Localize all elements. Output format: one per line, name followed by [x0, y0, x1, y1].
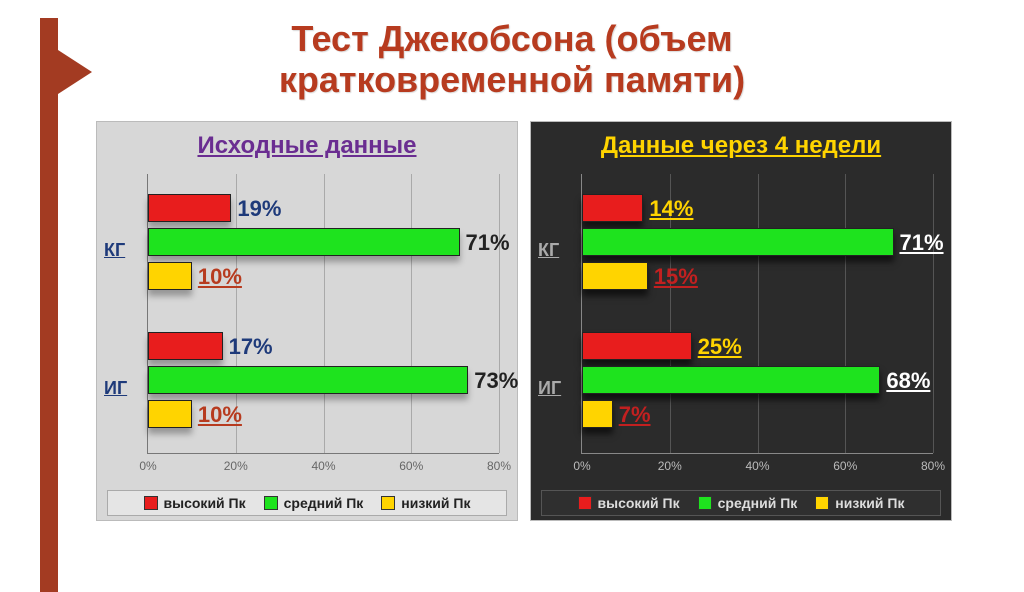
bar-value-label: 15% [654, 264, 698, 290]
x-tick: 60% [399, 459, 423, 473]
accent-bar [40, 18, 58, 592]
bar-value-label: 17% [229, 334, 273, 360]
bar-medium [582, 228, 894, 256]
bar-high [582, 332, 692, 360]
bar-value-label: 25% [698, 334, 742, 360]
legend-label: высокий Пк [598, 495, 680, 511]
x-tick: 80% [921, 459, 945, 473]
x-tick: 0% [573, 459, 590, 473]
legend-swatch-icon [264, 496, 278, 510]
legend-swatch-icon [578, 496, 592, 510]
bar-value-label: 73% [474, 368, 518, 394]
plot-area: 0%20%40%60%80%КГ14%71%15%ИГ25%68%7% [581, 174, 933, 454]
x-tick: 40% [311, 459, 335, 473]
legend-label: средний Пк [718, 495, 798, 511]
category-label: ИГ [104, 378, 127, 399]
category-label: КГ [104, 240, 125, 261]
legend-label: низкий Пк [835, 495, 904, 511]
bar-value-label: 10% [198, 402, 242, 428]
legend-label: высокий Пк [164, 495, 246, 511]
bar-value-label: 68% [886, 368, 930, 394]
category-label: ИГ [538, 378, 561, 399]
charts-row: Исходные данные0%20%40%60%80%КГ19%71%10%… [0, 121, 1024, 521]
legend-item-low: низкий Пк [381, 495, 470, 511]
gridline [933, 174, 934, 453]
title-line-2: кратковременной памяти) [279, 59, 745, 100]
chart-title: Данные через 4 недели [531, 122, 951, 160]
legend-item-low: низкий Пк [815, 495, 904, 511]
x-tick: 20% [224, 459, 248, 473]
legend-item-high: высокий Пк [144, 495, 246, 511]
x-tick: 20% [658, 459, 682, 473]
bar-high [148, 332, 223, 360]
legend-label: низкий Пк [401, 495, 470, 511]
category-group: КГ19%71%10% [148, 194, 499, 304]
x-tick: 0% [139, 459, 156, 473]
accent-triangle-icon [58, 50, 92, 94]
legend-swatch-icon [698, 496, 712, 510]
bar-low [582, 400, 613, 428]
bar-value-label: 71% [900, 230, 944, 256]
legend-item-medium: средний Пк [264, 495, 364, 511]
bar-value-label: 10% [198, 264, 242, 290]
x-tick: 80% [487, 459, 511, 473]
legend-swatch-icon [815, 496, 829, 510]
category-group: КГ14%71%15% [582, 194, 933, 304]
gridline [499, 174, 500, 453]
category-label: КГ [538, 240, 559, 261]
bar-low [148, 400, 192, 428]
legend-swatch-icon [144, 496, 158, 510]
x-tick: 40% [745, 459, 769, 473]
chart-panel-after4w: Данные через 4 недели0%20%40%60%80%КГ14%… [530, 121, 952, 521]
bar-low [582, 262, 648, 290]
legend-swatch-icon [381, 496, 395, 510]
chart-title: Исходные данные [97, 122, 517, 160]
category-group: ИГ17%73%10% [148, 332, 499, 442]
legend-item-high: высокий Пк [578, 495, 680, 511]
bar-medium [148, 228, 460, 256]
legend: высокий Пк средний Пк низкий Пк [541, 490, 941, 516]
bar-high [148, 194, 231, 222]
chart-panel-initial: Исходные данные0%20%40%60%80%КГ19%71%10%… [96, 121, 518, 521]
bar-value-label: 19% [237, 196, 281, 222]
legend-item-medium: средний Пк [698, 495, 798, 511]
bar-value-label: 14% [649, 196, 693, 222]
legend: высокий Пк средний Пк низкий Пк [107, 490, 507, 516]
bar-medium [582, 366, 880, 394]
x-tick: 60% [833, 459, 857, 473]
slide-title: Тест Джекобсона (объем кратковременной п… [0, 18, 1024, 101]
category-group: ИГ25%68%7% [582, 332, 933, 442]
plot-area: 0%20%40%60%80%КГ19%71%10%ИГ17%73%10% [147, 174, 499, 454]
bar-value-label: 71% [466, 230, 510, 256]
bar-value-label: 7% [619, 402, 651, 428]
bar-high [582, 194, 643, 222]
title-line-1: Тест Джекобсона (объем [291, 18, 732, 59]
bar-medium [148, 366, 468, 394]
legend-label: средний Пк [284, 495, 364, 511]
bar-low [148, 262, 192, 290]
